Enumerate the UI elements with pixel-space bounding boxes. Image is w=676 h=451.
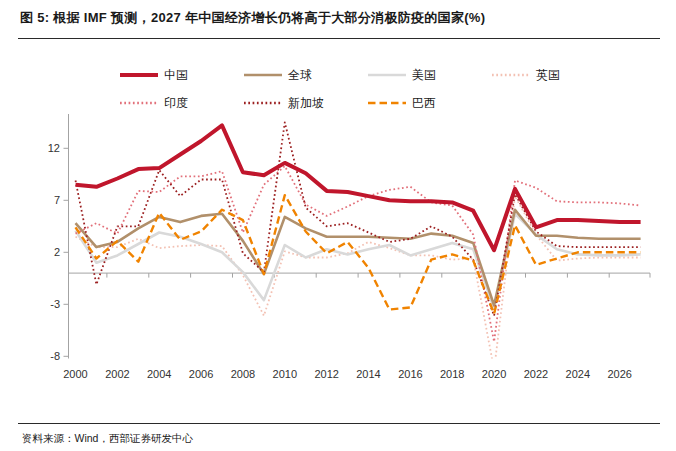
- svg-text:2020: 2020: [482, 368, 506, 380]
- svg-text:2024: 2024: [566, 368, 590, 380]
- svg-text:2014: 2014: [356, 368, 380, 380]
- svg-text:2006: 2006: [189, 368, 213, 380]
- svg-text:12: 12: [48, 142, 60, 154]
- series-line-global: [76, 210, 641, 306]
- line-chart-plot: 12 7 2 -3 -82000 2002 2004 2006 2008 2010 2012 2014…: [0, 0, 676, 451]
- svg-text:2022: 2022: [524, 368, 548, 380]
- svg-text:2008: 2008: [231, 368, 255, 380]
- svg-text:2018: 2018: [440, 368, 464, 380]
- svg-text:2010: 2010: [273, 368, 297, 380]
- series-line-us: [76, 214, 641, 309]
- report-figure: 图 5: 根据 IMF 预测，2027 年中国经济增长仍将高于大部分消极防疫的国…: [0, 0, 676, 451]
- svg-text:-3: -3: [50, 298, 60, 310]
- footer-divider: [18, 423, 660, 424]
- svg-text:2000: 2000: [63, 368, 87, 380]
- svg-text:2026: 2026: [607, 368, 631, 380]
- svg-text:-8: -8: [50, 350, 60, 362]
- svg-text:2: 2: [54, 246, 60, 258]
- svg-text:2012: 2012: [314, 368, 338, 380]
- svg-text:2002: 2002: [105, 368, 129, 380]
- series-line-brazil: [76, 195, 641, 314]
- svg-text:2016: 2016: [398, 368, 422, 380]
- source-note: 资料来源：Wind，西部证券研发中心: [22, 432, 193, 446]
- svg-text:2004: 2004: [147, 368, 171, 380]
- svg-text:7: 7: [54, 194, 60, 206]
